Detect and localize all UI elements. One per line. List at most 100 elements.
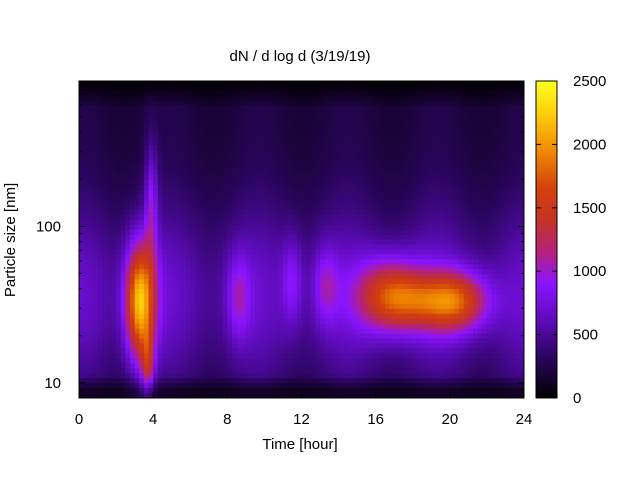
- heatmap-cell: [408, 90, 414, 97]
- heatmap-cell: [510, 90, 516, 97]
- heatmap-cell: [125, 249, 131, 255]
- heatmap-cell: [343, 224, 349, 231]
- heatmap-cell: [505, 333, 511, 340]
- heatmap-cell: [199, 160, 205, 166]
- heatmap-cell: [496, 199, 502, 206]
- heatmap-cell: [463, 289, 469, 295]
- heatmap-cell: [255, 140, 261, 146]
- heatmap-cell: [333, 229, 340, 236]
- heatmap-cell: [306, 254, 312, 260]
- heatmap-cell: [473, 249, 479, 255]
- heatmap-cell: [208, 85, 215, 92]
- heatmap-cell: [459, 279, 465, 285]
- heatmap-cell: [255, 194, 261, 201]
- heatmap-cell: [106, 219, 113, 226]
- heatmap-cell: [231, 224, 238, 231]
- heatmap-cell: [320, 140, 326, 146]
- heatmap-cell: [315, 284, 321, 290]
- heatmap-cell: [463, 269, 469, 275]
- heatmap-cell: [496, 234, 502, 241]
- heatmap-cell: [408, 234, 414, 241]
- heatmap-cell: [375, 150, 381, 156]
- heatmap-cell: [329, 269, 335, 275]
- heatmap-cell: [315, 303, 321, 310]
- heatmap-cell: [491, 150, 497, 156]
- heatmap-cell: [208, 155, 215, 161]
- heatmap-cell: [199, 81, 205, 87]
- heatmap-cell: [245, 125, 252, 132]
- heatmap-cell: [116, 293, 122, 300]
- heatmap-cell: [343, 318, 349, 325]
- heatmap-cell: [83, 279, 89, 285]
- heatmap-cell: [491, 293, 497, 300]
- heatmap-cell: [111, 140, 117, 146]
- heatmap-cell: [468, 308, 474, 315]
- heatmap-cell: [412, 130, 418, 137]
- heatmap-cell: [505, 279, 511, 285]
- heatmap-cell: [213, 279, 219, 285]
- heatmap-cell: [352, 155, 358, 161]
- heatmap-cell: [167, 140, 173, 146]
- heatmap-cell: [445, 135, 451, 142]
- heatmap-cell: [88, 81, 94, 87]
- heatmap-cell: [296, 269, 303, 275]
- heatmap-cell: [463, 95, 469, 102]
- heatmap-cell: [315, 244, 321, 250]
- heatmap-cell: [218, 229, 224, 236]
- heatmap-cell: [287, 90, 293, 97]
- heatmap-cell: [134, 308, 140, 315]
- heatmap-cell: [153, 110, 159, 117]
- heatmap-cell: [491, 155, 497, 161]
- heatmap-cell: [375, 130, 381, 137]
- heatmap-cell: [176, 120, 182, 127]
- heatmap-cell: [473, 323, 479, 330]
- heatmap-cell: [264, 239, 270, 246]
- heatmap-cell: [324, 95, 330, 102]
- heatmap-cell: [273, 185, 279, 191]
- heatmap-cell: [324, 81, 330, 87]
- heatmap-cell: [440, 284, 446, 290]
- heatmap-cell: [384, 214, 391, 221]
- heatmap-cell: [129, 189, 136, 196]
- heatmap-cell: [468, 254, 474, 260]
- heatmap-cell: [431, 244, 437, 250]
- heatmap-cell: [371, 293, 377, 300]
- heatmap-cell: [357, 90, 363, 97]
- heatmap-cell: [292, 284, 298, 290]
- heatmap-cell: [143, 224, 150, 231]
- heatmap-cell: [245, 170, 252, 176]
- heatmap-cell: [347, 115, 354, 122]
- heatmap-cell: [496, 125, 502, 132]
- heatmap-cell: [129, 303, 136, 310]
- heatmap-cell: [111, 229, 117, 236]
- heatmap-cell: [366, 313, 372, 320]
- heatmap-cell: [371, 308, 377, 315]
- heatmap-cell: [157, 259, 164, 265]
- heatmap-cell: [473, 289, 479, 295]
- heatmap-cell: [185, 145, 191, 151]
- heatmap-cell: [459, 328, 465, 335]
- heatmap-cell: [241, 100, 247, 107]
- heatmap-cell: [459, 140, 465, 146]
- heatmap-cell: [440, 175, 446, 181]
- heatmap-cell: [227, 209, 233, 216]
- heatmap-cell: [394, 85, 400, 92]
- heatmap-cell: [245, 120, 252, 127]
- heatmap-cell: [500, 95, 507, 102]
- heatmap-cell: [241, 140, 247, 146]
- heatmap-cell: [519, 130, 524, 137]
- heatmap-cell: [213, 269, 219, 275]
- heatmap-cell: [463, 308, 469, 315]
- heatmap-cell: [338, 204, 344, 211]
- heatmap-cell: [473, 130, 479, 137]
- heatmap-cell: [514, 185, 520, 191]
- heatmap-cell: [412, 185, 418, 191]
- heatmap-cell: [496, 214, 502, 221]
- heatmap-cell: [153, 293, 159, 300]
- heatmap-cell: [204, 298, 210, 305]
- heatmap-cell: [213, 115, 219, 122]
- heatmap-cell: [338, 214, 344, 221]
- heatmap-cell: [176, 274, 182, 280]
- heatmap-cell: [106, 214, 113, 221]
- heatmap-cell: [125, 209, 131, 216]
